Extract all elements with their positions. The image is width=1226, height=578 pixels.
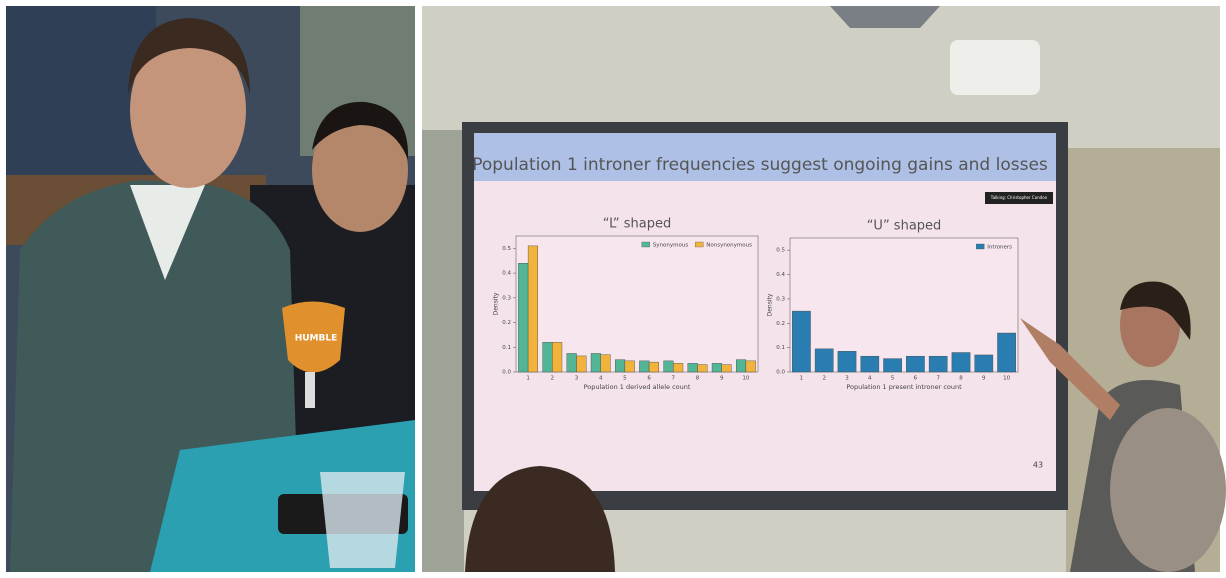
y-tick-label: 0.2	[502, 320, 511, 326]
bar	[542, 342, 553, 373]
x-tick-label: 2	[551, 376, 555, 382]
x-tick-label: 1	[800, 376, 804, 382]
left-photo: HUMBLE	[6, 6, 415, 572]
y-tick-label: 0.5	[502, 246, 511, 252]
y-tick-label: 0.5	[776, 248, 785, 254]
bar	[552, 342, 563, 373]
bar	[687, 363, 698, 373]
presenter-arm	[1020, 318, 1120, 420]
x-tick-label: 6	[914, 376, 918, 382]
presenter-hair	[1120, 281, 1191, 340]
x-tick-label: 5	[623, 376, 627, 382]
x-tick-label: 3	[845, 376, 849, 382]
bar	[673, 363, 684, 373]
bar	[951, 352, 971, 373]
legend-label: Introners	[987, 245, 1012, 251]
bar	[883, 358, 902, 373]
speaker-badge	[985, 192, 1053, 204]
bar	[711, 363, 722, 373]
bar	[576, 355, 587, 373]
x-tick-label: 3	[575, 376, 579, 382]
person-right-face	[312, 108, 408, 232]
audience-head	[465, 466, 615, 572]
x-tick-label: 1	[526, 376, 530, 382]
x-tick-label: 8	[959, 376, 963, 382]
y-axis-label: Density	[493, 292, 500, 315]
wall-panel-left	[422, 130, 464, 572]
bar	[974, 354, 994, 373]
person-left-face	[130, 32, 246, 188]
bar	[745, 360, 756, 373]
person-left-hair	[128, 18, 250, 95]
x-tick-label: 6	[647, 376, 651, 382]
bar	[860, 355, 880, 373]
person-right-hair	[312, 101, 409, 160]
bar	[906, 355, 925, 373]
x-tick-label: 2	[822, 376, 826, 382]
y-tick-label: 0.2	[776, 321, 785, 327]
x-axis-label: Population 1 derived allele count	[584, 383, 691, 391]
x-axis-label: Population 1 present introner count	[846, 383, 962, 391]
y-tick-label: 0.4	[776, 272, 785, 278]
ceiling-fixture	[830, 6, 940, 28]
bar	[997, 332, 1016, 373]
x-tick-label: 5	[891, 376, 895, 382]
page-number: 43	[1033, 461, 1043, 470]
x-tick-label: 4	[868, 376, 872, 382]
legend-swatch	[976, 243, 985, 250]
y-tick-label: 0.3	[502, 295, 511, 301]
y-tick-label: 0.1	[776, 345, 785, 351]
chart-title: “U” shaped	[867, 219, 942, 234]
x-tick-label: 7	[936, 376, 940, 382]
foreground-head	[1110, 408, 1226, 572]
y-axis-label: Density	[767, 293, 774, 316]
x-tick-label: 10	[742, 376, 749, 382]
x-tick-label: 9	[720, 376, 724, 382]
bar	[566, 353, 577, 373]
y-tick-label: 0.0	[776, 370, 785, 376]
bar	[721, 364, 732, 373]
y-tick-label: 0.3	[776, 296, 785, 302]
y-tick-label: 0.0	[502, 370, 511, 376]
slide-title-band	[474, 133, 1056, 181]
water-cup	[320, 472, 405, 568]
x-tick-label: 4	[599, 376, 603, 382]
bar	[624, 360, 635, 373]
legend-swatch	[641, 241, 650, 248]
glass-stem	[305, 372, 315, 408]
legend-swatch	[695, 241, 704, 248]
chart-title: “L” shaped	[603, 217, 672, 232]
bar	[928, 355, 948, 373]
beer-glass	[282, 301, 345, 373]
bar	[615, 359, 626, 373]
slide-charts: “L” shaped Population 1 derived allele co…	[493, 217, 1019, 391]
bar	[648, 361, 659, 373]
x-tick-label: 7	[672, 376, 676, 382]
tshirt	[130, 185, 205, 280]
x-tick-label: 9	[982, 376, 986, 382]
speaker-label: Talking: Christopher Condon	[990, 195, 1048, 200]
bar	[814, 348, 834, 373]
x-tick-label: 8	[696, 376, 700, 382]
bar	[792, 310, 811, 373]
bar	[663, 360, 674, 373]
x-tick-label: 10	[1003, 376, 1010, 382]
bar	[527, 245, 538, 373]
bar	[600, 354, 611, 373]
legend-label: Nonsynonymous	[706, 243, 752, 249]
bar	[837, 351, 857, 373]
bar	[639, 360, 650, 373]
slide-title: Population 1 introner frequencies sugges…	[472, 155, 1048, 175]
bar	[697, 364, 708, 373]
projector	[950, 40, 1040, 95]
legend-label: Synonymous	[653, 243, 689, 249]
bar	[518, 263, 529, 373]
glass-text: HUMBLE	[295, 334, 338, 344]
y-tick-label: 0.4	[502, 271, 511, 277]
y-tick-label: 0.1	[502, 345, 511, 351]
bar	[736, 359, 747, 373]
bar	[590, 353, 601, 373]
